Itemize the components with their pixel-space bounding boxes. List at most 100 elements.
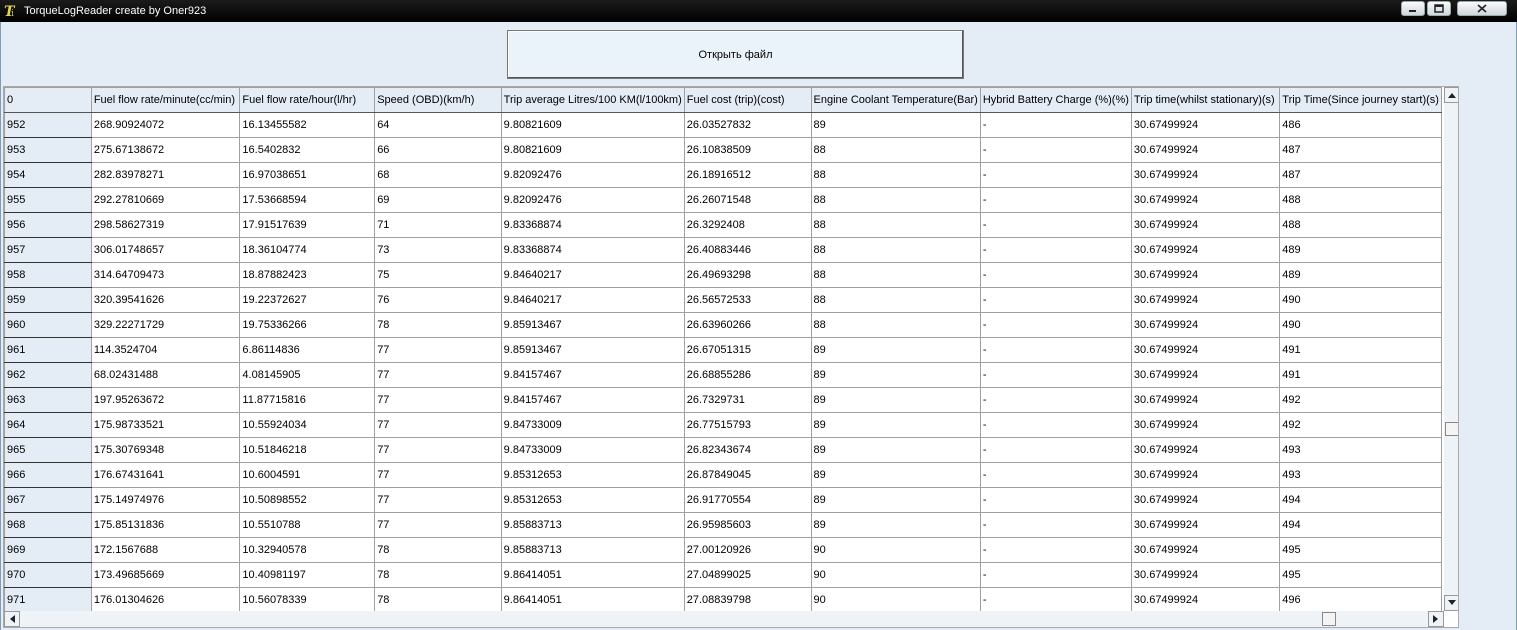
table-cell[interactable]: - bbox=[979, 462, 1132, 488]
row-header[interactable]: 965 bbox=[4, 437, 92, 463]
table-cell[interactable]: 492 bbox=[1279, 412, 1442, 438]
table-cell[interactable]: 491 bbox=[1279, 337, 1442, 363]
table-cell[interactable]: 88 bbox=[810, 262, 981, 288]
table-row[interactable]: 955 292.27810669 17.53668594 69 9.82092476 26… bbox=[4, 187, 1442, 213]
table-cell[interactable]: 77 bbox=[374, 462, 502, 488]
table-cell[interactable]: 77 bbox=[374, 437, 502, 463]
table-cell[interactable]: 90 bbox=[810, 562, 981, 588]
table-cell[interactable]: 9.84157467 bbox=[500, 387, 685, 413]
table-row[interactable]: 956 298.58627319 17.91517639 71 9.83368874 26… bbox=[4, 212, 1442, 238]
table-cell[interactable]: 175.98733521 bbox=[90, 412, 241, 438]
table-cell[interactable]: 30.67499924 bbox=[1130, 587, 1281, 611]
table-row[interactable]: 965 175.30769348 10.51846218 77 9.84733009 26… bbox=[4, 437, 1442, 463]
table-cell[interactable]: 89 bbox=[810, 337, 981, 363]
table-cell[interactable]: 89 bbox=[810, 412, 981, 438]
table-cell[interactable]: 9.83368874 bbox=[500, 212, 685, 238]
table-cell[interactable]: 30.67499924 bbox=[1130, 462, 1281, 488]
table-cell[interactable]: 26.18916512 bbox=[683, 162, 812, 188]
table-cell[interactable]: 30.67499924 bbox=[1130, 337, 1281, 363]
column-header[interactable]: Fuel cost (trip)(cost) bbox=[683, 87, 812, 113]
row-header[interactable]: 954 bbox=[4, 162, 92, 188]
table-cell[interactable]: 26.91770554 bbox=[683, 487, 812, 513]
table-row[interactable]: 966 176.67431641 10.6004591 77 9.85312653 26.… bbox=[4, 462, 1442, 488]
row-header[interactable]: 968 bbox=[4, 512, 92, 538]
table-cell[interactable]: 494 bbox=[1279, 512, 1442, 538]
table-cell[interactable]: 30.67499924 bbox=[1130, 387, 1281, 413]
column-header[interactable]: Speed (OBD)(km/h) bbox=[374, 87, 502, 113]
table-cell[interactable]: 11.87715816 bbox=[239, 387, 376, 413]
table-cell[interactable]: 16.97038651 bbox=[239, 162, 376, 188]
table-cell[interactable]: 90 bbox=[810, 537, 981, 563]
table-cell[interactable]: 66 bbox=[374, 137, 502, 163]
table-cell[interactable]: - bbox=[979, 387, 1132, 413]
table-cell[interactable]: - bbox=[979, 362, 1132, 388]
table-cell[interactable]: 68.02431488 bbox=[90, 362, 241, 388]
table-cell[interactable]: 292.27810669 bbox=[90, 187, 241, 213]
table-row[interactable]: 958 314.64709473 18.87882423 75 9.84640217 26… bbox=[4, 262, 1442, 288]
column-header[interactable]: Trip average Litres/100 KM(l/100km) bbox=[500, 87, 685, 113]
table-cell[interactable]: - bbox=[979, 562, 1132, 588]
table-cell[interactable]: - bbox=[979, 587, 1132, 611]
table-cell[interactable]: 78 bbox=[374, 562, 502, 588]
table-cell[interactable]: 30.67499924 bbox=[1130, 562, 1281, 588]
table-cell[interactable]: 30.67499924 bbox=[1130, 287, 1281, 313]
table-cell[interactable]: 30.67499924 bbox=[1130, 537, 1281, 563]
table-cell[interactable]: 490 bbox=[1279, 287, 1442, 313]
table-cell[interactable]: 10.50898552 bbox=[239, 487, 376, 513]
table-cell[interactable]: 275.67138672 bbox=[90, 137, 241, 163]
table-cell[interactable]: 26.56572533 bbox=[683, 287, 812, 313]
table-cell[interactable]: 77 bbox=[374, 412, 502, 438]
close-button[interactable] bbox=[1457, 1, 1507, 16]
table-cell[interactable]: 488 bbox=[1279, 212, 1442, 238]
table-cell[interactable]: 9.82092476 bbox=[500, 162, 685, 188]
table-cell[interactable]: 26.77515793 bbox=[683, 412, 812, 438]
table-cell[interactable]: 314.64709473 bbox=[90, 262, 241, 288]
table-cell[interactable]: 9.82092476 bbox=[500, 187, 685, 213]
column-header[interactable]: Fuel flow rate/minute(cc/min) bbox=[90, 87, 241, 113]
table-cell[interactable]: 10.6004591 bbox=[239, 462, 376, 488]
table-cell[interactable]: 6.86114836 bbox=[239, 337, 376, 363]
table-cell[interactable]: 197.95263672 bbox=[90, 387, 241, 413]
table-cell[interactable]: - bbox=[979, 437, 1132, 463]
table-cell[interactable]: 26.40883446 bbox=[683, 237, 812, 263]
table-cell[interactable]: 9.86414051 bbox=[500, 587, 685, 611]
table-cell[interactable]: 75 bbox=[374, 262, 502, 288]
table-cell[interactable]: 30.67499924 bbox=[1130, 162, 1281, 188]
table-cell[interactable]: 282.83978271 bbox=[90, 162, 241, 188]
table-cell[interactable]: 26.49693298 bbox=[683, 262, 812, 288]
table-cell[interactable]: 26.63960266 bbox=[683, 312, 812, 338]
row-header[interactable]: 971 bbox=[4, 587, 92, 611]
table-cell[interactable]: 88 bbox=[810, 237, 981, 263]
table-row[interactable]: 959 320.39541626 19.22372627 76 9.84640217 26… bbox=[4, 287, 1442, 313]
table-cell[interactable]: 9.84733009 bbox=[500, 437, 685, 463]
table-cell[interactable]: 89 bbox=[810, 512, 981, 538]
table-cell[interactable]: 9.85312653 bbox=[500, 462, 685, 488]
table-cell[interactable]: 26.95985603 bbox=[683, 512, 812, 538]
table-cell[interactable]: - bbox=[979, 312, 1132, 338]
table-cell[interactable]: 89 bbox=[810, 362, 981, 388]
table-cell[interactable]: 26.3292408 bbox=[683, 212, 812, 238]
table-cell[interactable]: 306.01748657 bbox=[90, 237, 241, 263]
scroll-right-button[interactable] bbox=[1428, 611, 1444, 627]
table-cell[interactable]: 30.67499924 bbox=[1130, 362, 1281, 388]
table-cell[interactable]: 30.67499924 bbox=[1130, 112, 1281, 138]
table-cell[interactable]: 30.67499924 bbox=[1130, 437, 1281, 463]
table-cell[interactable]: - bbox=[979, 412, 1132, 438]
table-cell[interactable]: 495 bbox=[1279, 562, 1442, 588]
table-cell[interactable]: 89 bbox=[810, 112, 981, 138]
table-cell[interactable]: 9.85883713 bbox=[500, 537, 685, 563]
table-row[interactable]: 957 306.01748657 18.36104774 73 9.83368874 26… bbox=[4, 237, 1442, 263]
table-cell[interactable]: 9.85883713 bbox=[500, 512, 685, 538]
table-cell[interactable]: 88 bbox=[810, 187, 981, 213]
table-cell[interactable]: - bbox=[979, 262, 1132, 288]
table-cell[interactable]: 69 bbox=[374, 187, 502, 213]
table-cell[interactable]: 491 bbox=[1279, 362, 1442, 388]
table-cell[interactable]: 30.67499924 bbox=[1130, 312, 1281, 338]
row-header[interactable]: 955 bbox=[4, 187, 92, 213]
table-cell[interactable]: 30.67499924 bbox=[1130, 487, 1281, 513]
table-cell[interactable]: 78 bbox=[374, 312, 502, 338]
table-cell[interactable]: 71 bbox=[374, 212, 502, 238]
row-header[interactable]: 960 bbox=[4, 312, 92, 338]
table-cell[interactable]: 17.53668594 bbox=[239, 187, 376, 213]
table-cell[interactable]: 10.32940578 bbox=[239, 537, 376, 563]
